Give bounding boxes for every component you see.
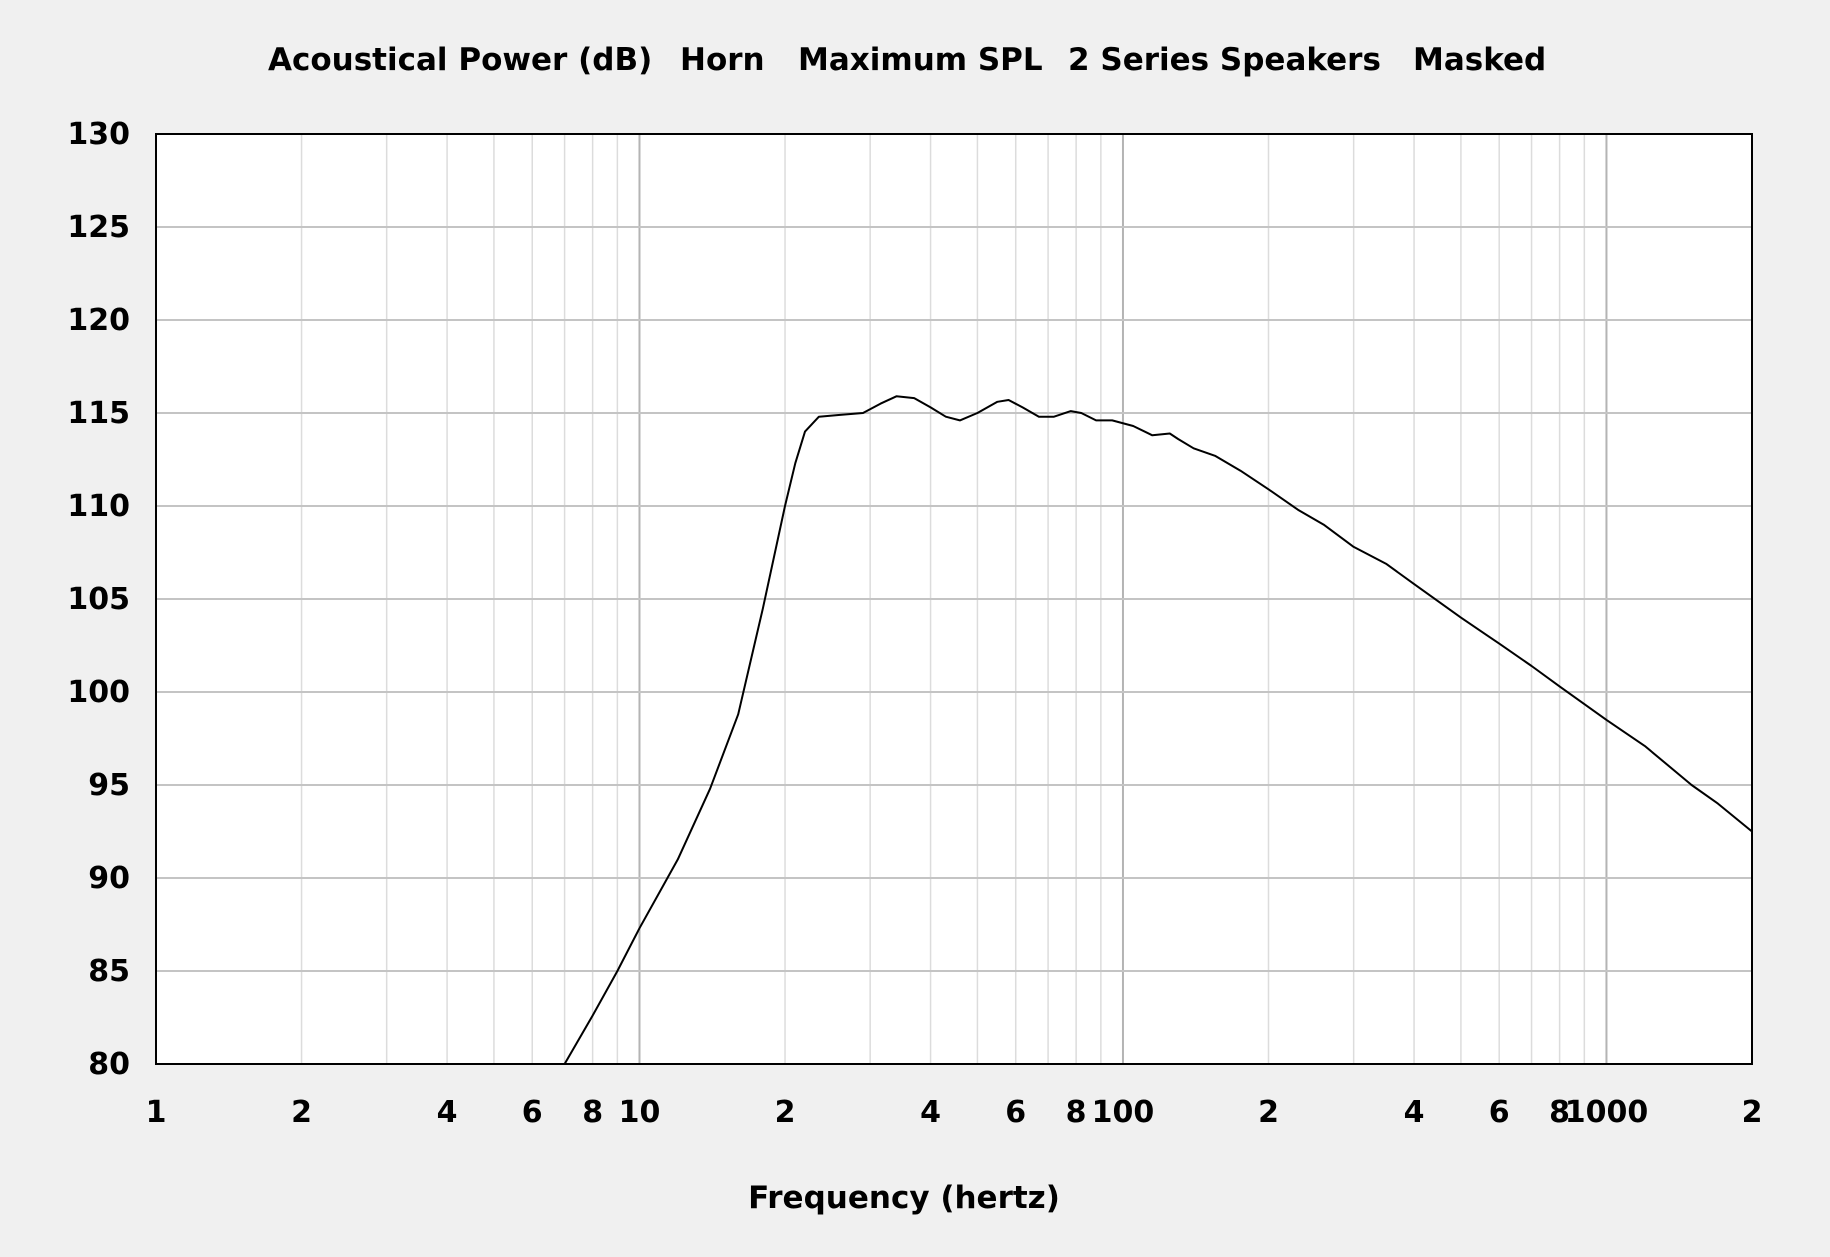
y-tick-label: 125	[67, 210, 130, 245]
x-tick-label: 6	[1489, 1095, 1510, 1130]
x-axis-label: Frequency (hertz)	[748, 1180, 1060, 1216]
series-line	[563, 395, 1753, 1065]
x-tick-label: 1	[146, 1095, 167, 1130]
plot-frame	[155, 133, 1753, 1065]
x-tick-label: 100	[1092, 1095, 1155, 1130]
y-tick-label: 105	[67, 582, 130, 617]
x-tick-label: 4	[1404, 1095, 1425, 1130]
x-tick-label: 10	[619, 1095, 661, 1130]
title-part-2: Horn	[680, 42, 765, 78]
title-part-1: Acoustical Power (dB)	[268, 42, 652, 78]
y-tick-labels: 80 85 90 95 100 105 110 115 120 125 130	[67, 117, 130, 1082]
chart-title: Acoustical Power (dB) Horn Maximum SPL 2…	[268, 42, 1546, 78]
x-tick-label: 8	[582, 1095, 603, 1130]
y-tick-label: 80	[88, 1047, 130, 1082]
y-tick-label: 130	[67, 117, 130, 152]
x-tick-label: 6	[1005, 1095, 1026, 1130]
y-tick-label: 85	[88, 954, 130, 989]
x-tick-label: 2	[775, 1095, 796, 1130]
x-tick-label: 2	[1742, 1095, 1763, 1130]
x-tick-label: 2	[1258, 1095, 1279, 1130]
y-tick-label: 120	[67, 303, 130, 338]
x-tick-label: 8	[1066, 1095, 1087, 1130]
title-part-5: Masked	[1413, 42, 1546, 78]
y-tick-label: 95	[88, 768, 130, 803]
y-tick-label: 115	[67, 396, 130, 431]
y-tick-label: 110	[67, 489, 130, 524]
y-tick-label: 100	[67, 675, 130, 710]
y-tick-label: 90	[88, 861, 130, 896]
x-tick-label: 4	[920, 1095, 941, 1130]
data-series	[563, 395, 1753, 1065]
x-tick-label: 1000	[1565, 1095, 1649, 1130]
grid-lines	[156, 134, 1752, 1064]
title-part-3: Maximum SPL	[798, 42, 1043, 78]
title-part-4: 2 Series Speakers	[1068, 42, 1381, 78]
x-tick-label: 6	[522, 1095, 543, 1130]
x-tick-label: 8	[1549, 1095, 1570, 1130]
x-tick-label: 2	[291, 1095, 312, 1130]
x-tick-label: 4	[437, 1095, 458, 1130]
